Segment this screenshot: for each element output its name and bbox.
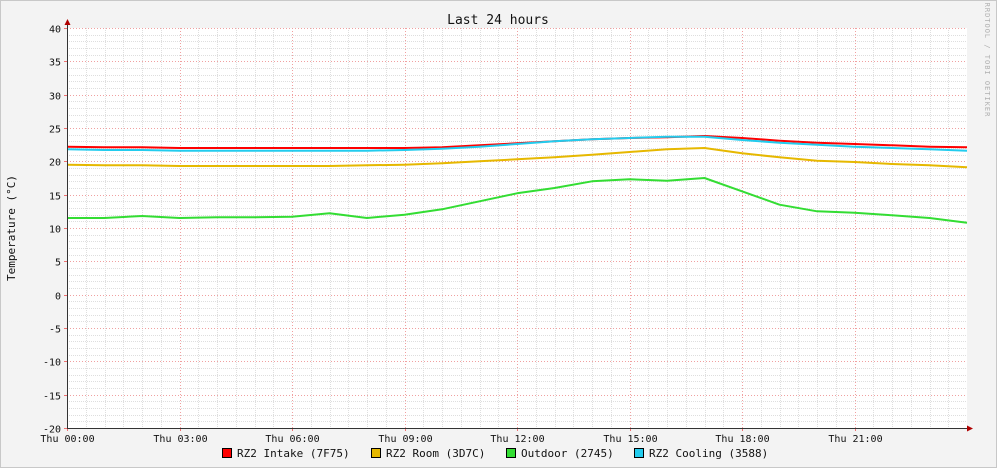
y-axis-tick-labels: -20 -15 -10 -5 0 5 10 15 20 25 30 35 40 <box>43 25 61 436</box>
y-tick-label: 35 <box>49 58 61 69</box>
rrdtool-watermark: RRDTOOL / TOBI OETIKER <box>983 3 991 118</box>
y-axis-arrow <box>64 19 71 25</box>
y-tick-label: -20 <box>43 425 61 436</box>
y-tick-label: -15 <box>43 392 61 403</box>
series-line-2 <box>66 147 968 169</box>
y-tick-label: 30 <box>49 92 61 103</box>
y-tick-label: 20 <box>49 158 61 169</box>
legend-label: RZ2 Room (3D7C) <box>386 447 485 460</box>
x-tick-label: Thu 03:00 <box>153 434 207 445</box>
y-tick-label: 25 <box>49 125 61 136</box>
x-tick-label: Thu 18:00 <box>715 434 769 445</box>
series-line-3 <box>67 177 968 224</box>
series-lines <box>66 135 968 224</box>
y-tick-label: 5 <box>55 258 61 269</box>
axes <box>64 19 973 432</box>
legend: RZ2 Intake (7F75) RZ2 Room (3D7C) Outdoor … <box>222 447 768 460</box>
x-tick-label: Thu 00:00 <box>40 434 94 445</box>
legend-swatch <box>371 448 381 458</box>
x-tick-label: Thu 09:00 <box>378 434 432 445</box>
y-tick-label: -5 <box>49 325 61 336</box>
chart-title: Last 24 hours <box>447 13 549 28</box>
y-axis-label: Temperature (°C) <box>5 175 18 281</box>
x-tick-label: Thu 12:00 <box>490 434 544 445</box>
legend-label: RZ2 Intake (7F75) <box>237 447 350 460</box>
x-tick-label: Thu 06:00 <box>265 434 319 445</box>
y-tick-label: 40 <box>49 25 61 36</box>
y-tick-label: 15 <box>49 192 61 203</box>
x-axis-tick-labels: Thu 00:00 Thu 03:00 Thu 06:00 Thu 09:00 Thu … <box>40 434 882 445</box>
series-line-4 <box>66 135 968 152</box>
y-tick-label: 10 <box>49 225 61 236</box>
legend-swatch <box>634 448 644 458</box>
y-tick-label: 0 <box>55 292 61 303</box>
legend-label: RZ2 Cooling (3588) <box>649 447 768 460</box>
legend-swatch <box>506 448 516 458</box>
x-tick-label: Thu 21:00 <box>828 434 882 445</box>
x-tick-label: Thu 15:00 <box>603 434 657 445</box>
major-grid <box>64 28 967 431</box>
legend-label: Outdoor (2745) <box>521 447 614 460</box>
legend-swatch <box>222 448 232 458</box>
y-tick-label: -10 <box>43 358 61 369</box>
x-axis-arrow <box>967 425 973 432</box>
